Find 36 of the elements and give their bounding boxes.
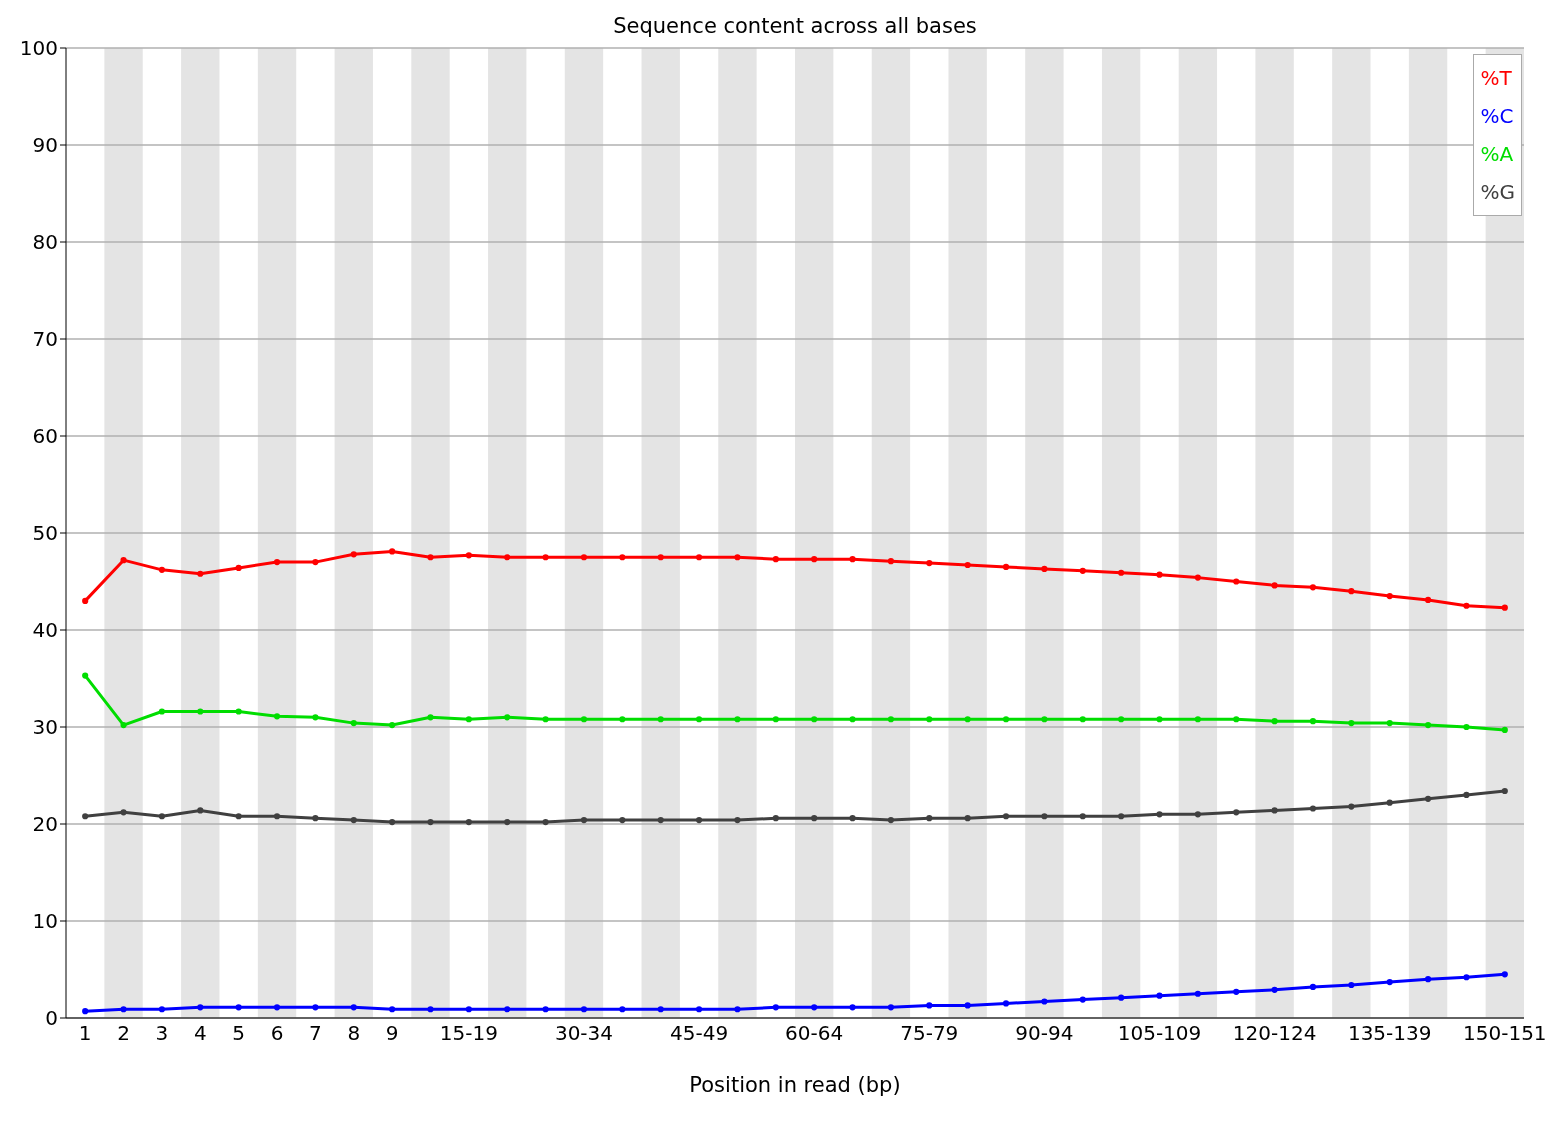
- x-tick-label: 9: [385, 1021, 399, 1046]
- x-tick-label: 1: [78, 1021, 92, 1046]
- y-tick-label: 50: [32, 521, 58, 546]
- x-tick-label: 2: [117, 1021, 130, 1046]
- text: %C: [1480, 103, 1515, 130]
- x-tick-label: 7: [309, 1021, 322, 1046]
- chart-title: Sequence content across all bases: [612, 14, 978, 38]
- x-axis-title: Position in read (bp): [689, 1073, 901, 1097]
- y-tick-label: 40: [32, 618, 58, 643]
- x-tick-label: 135-139: [1347, 1021, 1432, 1046]
- y-tick-label: 80: [32, 230, 58, 255]
- y-tick-label: 20: [32, 812, 58, 837]
- x-tick-label: 45-49: [670, 1021, 729, 1046]
- x-tick-label: 30-34: [554, 1021, 614, 1046]
- x-tick-label: 105-109: [1117, 1021, 1202, 1046]
- y-tick-label: 70: [32, 327, 58, 352]
- text: %A: [1480, 141, 1515, 168]
- x-tick-label: 3: [155, 1021, 169, 1046]
- x-tick-label: 120-124: [1232, 1021, 1317, 1046]
- x-tick-label: 6: [270, 1021, 284, 1046]
- x-tick-label: 5: [232, 1021, 246, 1046]
- x-tick-label: 60-64: [785, 1021, 844, 1046]
- y-tick-label: 10: [32, 909, 58, 934]
- y-tick-label: 100: [19, 36, 58, 61]
- x-tick-label: 90-94: [1015, 1021, 1074, 1046]
- x-tick-label: 15-19: [439, 1021, 498, 1046]
- x-tick-label: 4: [193, 1021, 207, 1046]
- x-tick-label: 8: [347, 1021, 361, 1046]
- text: %T: [1480, 65, 1513, 92]
- x-tick-label: 150-151: [1463, 1021, 1547, 1046]
- y-tick-label: 60: [32, 424, 58, 449]
- y-tick-label: 0: [45, 1006, 58, 1031]
- y-tick-label: 30: [32, 715, 58, 740]
- text: %G: [1480, 179, 1515, 206]
- x-tick-label: 75-79: [900, 1021, 959, 1046]
- y-tick-label: 90: [32, 133, 58, 158]
